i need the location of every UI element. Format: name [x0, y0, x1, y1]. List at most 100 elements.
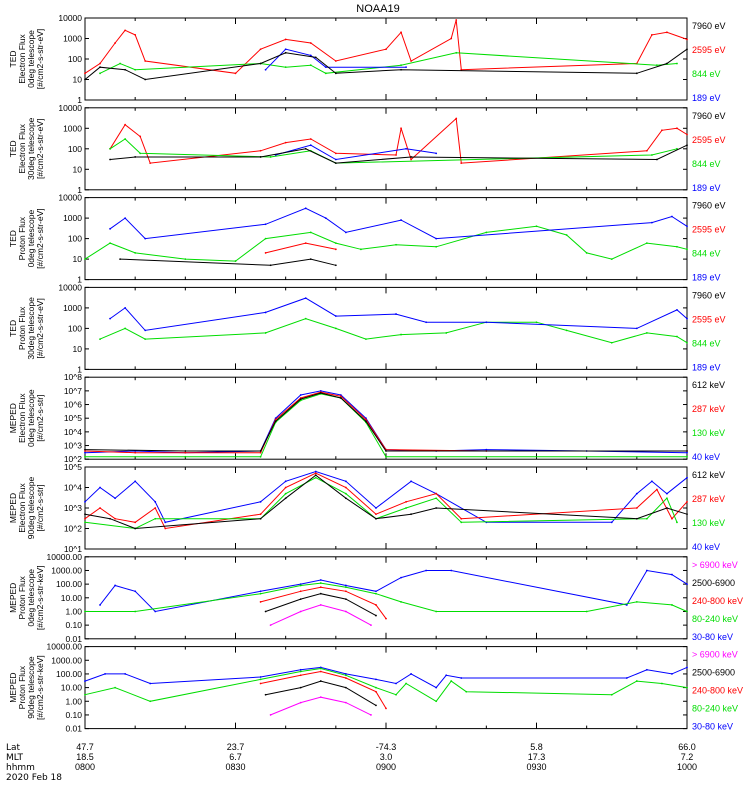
data-point-black	[319, 680, 322, 682]
data-point-green	[455, 51, 458, 54]
data-point-red	[319, 670, 322, 673]
legend-entry: 844 eV	[692, 338, 721, 348]
data-point-green	[299, 584, 302, 587]
y-tick-label: 10^5	[64, 462, 82, 472]
data-point-black	[410, 513, 412, 516]
data-point-green	[686, 248, 688, 251]
legend-entry: 287 keV	[692, 404, 725, 414]
data-point-black	[686, 144, 688, 147]
data-point-green	[435, 700, 438, 703]
data-point-green	[84, 610, 86, 613]
series-line-green	[109, 138, 678, 164]
data-point-blue	[144, 237, 147, 240]
data-point-blue	[450, 569, 453, 572]
data-point-blue	[460, 677, 463, 679]
data-point-red	[334, 60, 337, 62]
data-point-green	[304, 317, 307, 320]
data-point-red	[344, 677, 347, 679]
data-point-green	[365, 338, 367, 341]
data-point-green	[139, 152, 142, 155]
panel-frame	[84, 556, 688, 640]
y-axis-label-line: 0deg telescope	[26, 569, 36, 627]
data-point-red	[395, 154, 397, 156]
panel-ted-e-0: 1 10 100 1000 10000 TED Electron Flux 0deg tele…	[8, 13, 726, 105]
data-point-blue	[686, 451, 688, 454]
data-point-blue	[309, 144, 312, 147]
data-point-green	[686, 610, 688, 613]
panel-ted-e-30: 1 10 100 1000 10000 TED Electron Flux 30deg tel…	[8, 103, 726, 195]
data-point-red	[405, 500, 407, 503]
y-axis-label-line: 0deg telescope	[26, 389, 36, 447]
data-point-green	[445, 332, 448, 334]
y-axis-label-line: [#/cm2-s-str-eV]	[35, 29, 45, 89]
data-point-blue	[676, 308, 678, 311]
data-point-black	[314, 56, 317, 59]
x-tick-label-mlt: 7.2	[681, 752, 694, 762]
y-axis-label-line: TED	[8, 320, 18, 337]
data-point-black	[635, 72, 638, 75]
data-point-green	[656, 64, 658, 67]
data-point-blue	[686, 583, 688, 586]
data-point-green	[645, 517, 648, 520]
data-point-black	[264, 693, 267, 696]
data-point-blue	[109, 227, 111, 230]
y-axis-label-line: MEPED	[8, 403, 18, 433]
data-point-blue	[425, 569, 428, 572]
data-point-red	[385, 707, 387, 710]
data-point-red	[676, 127, 678, 130]
data-point-red	[435, 492, 438, 495]
legend-entry: 612 keV	[692, 380, 725, 390]
data-point-green	[645, 242, 648, 245]
data-point-green	[134, 252, 137, 254]
data-point-green	[400, 333, 402, 336]
data-point-black	[375, 704, 377, 707]
data-point-red	[309, 138, 312, 140]
data-point-red	[686, 500, 688, 503]
y-tick-label: 10^8	[64, 372, 82, 382]
data-point-blue	[375, 590, 377, 593]
data-point-green	[645, 332, 648, 334]
y-tick-label: 100.00	[56, 669, 82, 679]
panel-frame	[84, 376, 688, 460]
series-line-green	[84, 477, 678, 530]
data-point-blue	[154, 610, 157, 613]
data-point-green	[435, 245, 438, 248]
data-point-green	[610, 258, 613, 260]
data-point-red	[134, 521, 137, 524]
y-tick-label: 100	[68, 144, 82, 154]
data-point-green	[264, 332, 267, 334]
panel-frame	[84, 646, 688, 730]
data-point-black	[319, 592, 322, 595]
data-point-blue	[259, 676, 262, 678]
data-point-black	[334, 264, 337, 267]
data-point-black	[84, 513, 86, 516]
data-point-black	[344, 598, 347, 601]
data-point-red	[134, 33, 137, 36]
x-tick-label-lat: 5.8	[530, 742, 543, 752]
data-point-red	[134, 451, 137, 454]
data-point-blue	[84, 451, 86, 454]
y-axis-label-line: MEPED	[8, 493, 18, 523]
data-point-black	[410, 156, 412, 158]
data-point-blue	[671, 215, 673, 218]
data-point-blue	[124, 673, 127, 675]
data-point-blue	[284, 480, 287, 483]
data-point-red	[124, 123, 127, 126]
y-tick-label: 10.00	[61, 683, 83, 693]
legend-entry: 80-240 keV	[692, 614, 738, 624]
y-tick-label: 0.10	[65, 620, 82, 630]
data-point-red	[666, 31, 668, 34]
data-point-black	[656, 158, 658, 161]
data-point-green	[585, 252, 588, 254]
data-point-black	[84, 448, 86, 451]
series-line-green	[85, 393, 687, 458]
data-point-blue	[124, 307, 127, 309]
y-tick-label: 1000	[63, 303, 82, 313]
data-point-blue	[304, 207, 307, 210]
y-tick-label: 1000	[63, 213, 82, 223]
y-axis-label-line: TED	[8, 51, 18, 68]
data-point-black	[274, 420, 277, 423]
data-point-green	[99, 72, 101, 75]
